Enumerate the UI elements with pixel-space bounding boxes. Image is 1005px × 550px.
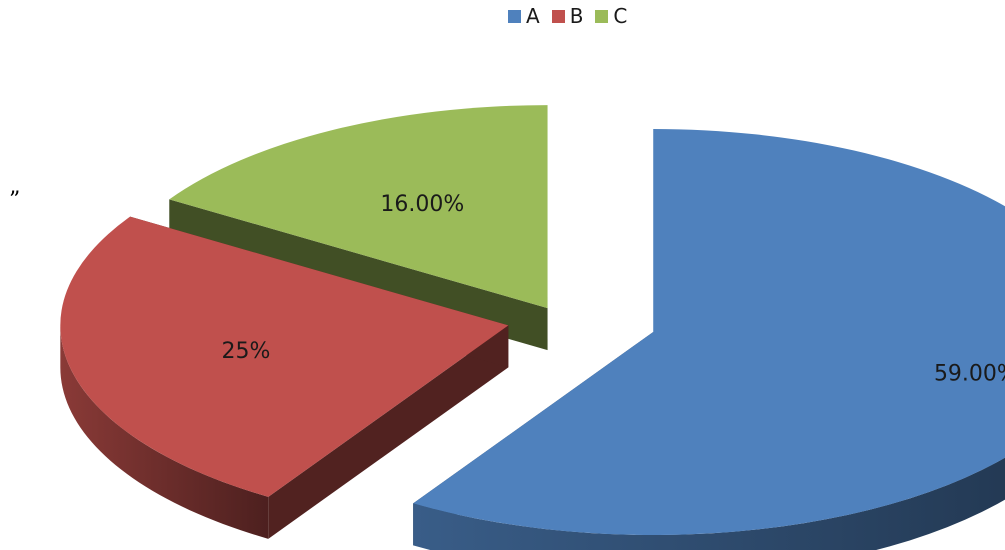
pie-slice-a-rim [413,457,1005,550]
pie-slice-b-top [60,216,509,497]
legend-swatch-b [551,9,565,23]
data-label-c: 16.00% [380,192,464,217]
legend-item-c: C [595,4,627,28]
legend-swatch-c [595,9,609,23]
data-label-b: 25% [222,339,271,364]
legend-item-a: A [508,4,540,28]
pie-slice-a: 59.00% [413,129,1005,550]
legend-label-a: A [526,4,540,28]
legend-label-b: B [569,4,584,28]
legend-swatch-a [508,9,521,23]
pie-slice-b-rim [60,325,269,539]
pie-slice-a-top [413,129,1005,535]
pie-slice-b: 25% [60,216,509,539]
stray-quote-mark: ” [9,188,21,213]
legend-item-b: B [551,4,584,28]
data-label-a: 59.00% [934,361,1005,386]
legend-label-c: C [613,4,628,28]
pie-slice-c-top [169,105,548,309]
chart-legend: A B C [508,4,627,28]
pie-slice-b-side-1 [268,325,509,539]
